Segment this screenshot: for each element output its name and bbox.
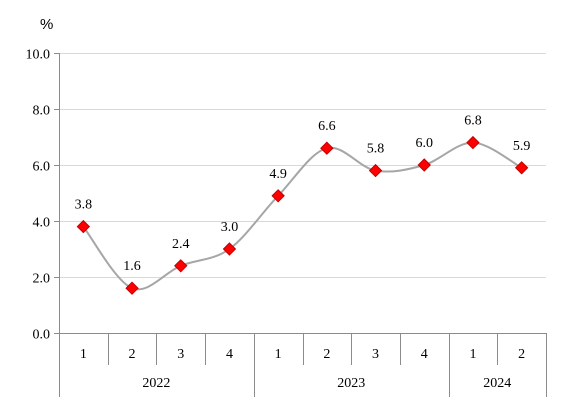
x-tick-label-quarter: 3 [177, 347, 184, 362]
data-point-marker [417, 158, 431, 172]
data-label: 6.6 [318, 119, 336, 134]
data-point-marker [514, 161, 529, 175]
data-label: 1.6 [123, 259, 141, 274]
x-tick-label-quarter: 4 [226, 347, 233, 362]
y-tick-label: 10.0 [26, 48, 51, 63]
x-tick-label-quarter: 4 [421, 347, 428, 362]
x-axis-ticks: 1 2 3 4 1 2 3 4 1 2 2022 2023 2024 [80, 333, 547, 397]
x-tick-label-quarter: 1 [469, 347, 476, 362]
x-tick-label-year: 2023 [337, 376, 365, 391]
data-label: 5.8 [367, 142, 385, 157]
y-tick-label: 2.0 [33, 272, 51, 287]
axes [54, 53, 546, 397]
data-point-marker [76, 219, 91, 234]
data-point-marker [222, 242, 237, 256]
data-label: 4.9 [269, 167, 287, 182]
data-point-marker [174, 259, 188, 273]
data-point-marker [125, 281, 139, 295]
x-tick-label-quarter: 2 [323, 347, 330, 362]
data-point-marker [320, 141, 334, 155]
data-labels: 3.8 1.6 2.4 3.0 4.9 6.6 5.8 6.0 6.8 5.9 [75, 114, 531, 275]
y-tick-label: 6.0 [33, 160, 51, 175]
data-point-marker [466, 135, 480, 150]
y-axis-unit-label: % [40, 16, 53, 33]
data-label: 3.0 [221, 220, 239, 235]
data-point-marker [368, 163, 383, 178]
data-label: 6.0 [416, 136, 434, 151]
y-tick-label: 8.0 [33, 104, 51, 119]
x-tick-label-quarter: 2 [518, 347, 525, 362]
x-tick-label-quarter: 3 [372, 347, 379, 362]
data-point-marker [271, 189, 285, 203]
x-tick-label-quarter: 2 [129, 347, 136, 362]
x-tick-label-year: 2024 [483, 376, 511, 391]
data-label: 6.8 [464, 114, 482, 129]
y-tick-label: 0.0 [33, 328, 51, 343]
x-tick-label-quarter: 1 [80, 347, 87, 362]
x-tick-label-year: 2022 [142, 376, 170, 391]
data-label: 3.8 [75, 198, 93, 213]
series-line [82, 141, 523, 291]
y-axis-ticks: 0.0 2.0 4.0 6.0 8.0 10.0 [26, 48, 59, 343]
x-tick-label-quarter: 1 [275, 347, 282, 362]
gridlines [59, 53, 546, 278]
data-label: 5.9 [513, 139, 531, 154]
data-label: 2.4 [172, 237, 190, 252]
y-tick-label: 4.0 [33, 216, 51, 231]
series-group [76, 135, 529, 295]
